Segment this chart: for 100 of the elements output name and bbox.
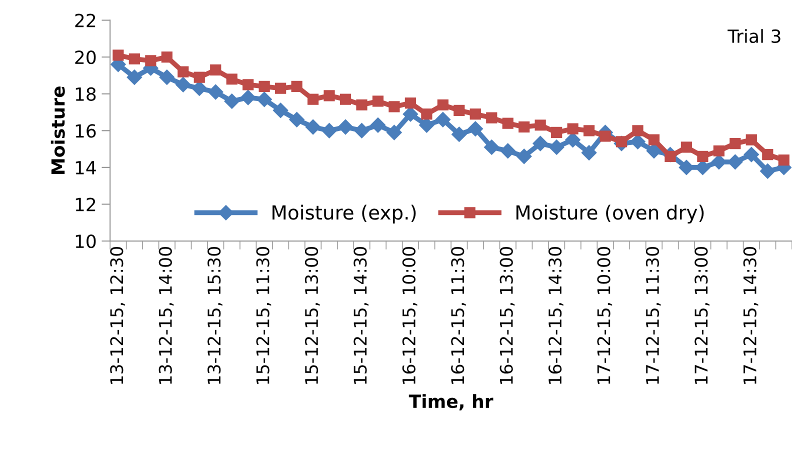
annotation: Trial 3 (728, 29, 780, 44)
point (192, 80, 207, 96)
legend-label: Moisture (exp.) (272, 204, 416, 224)
x-tick-label: 16-12-15, 10:00 (402, 247, 418, 384)
point (354, 123, 370, 138)
point (532, 136, 548, 152)
point (567, 123, 578, 134)
point (386, 124, 402, 140)
y-tick-label: 18 (76, 87, 96, 101)
point (534, 120, 546, 131)
point (402, 106, 418, 122)
point (145, 55, 156, 66)
point (500, 143, 516, 158)
point (454, 104, 465, 116)
point (275, 82, 286, 94)
point (159, 70, 174, 85)
x-tick-label: 17-12-15, 11:30 (646, 247, 661, 384)
point (760, 164, 776, 179)
point (435, 112, 450, 128)
point (194, 72, 205, 83)
point (388, 101, 400, 112)
point (551, 126, 562, 138)
point (646, 143, 662, 158)
point (762, 149, 774, 160)
x-axis-title: Time, hr (408, 394, 494, 410)
y-tick-label: 16 (76, 124, 96, 138)
x-tick-label: 17-12-15, 14:30 (743, 247, 758, 384)
point (565, 132, 580, 148)
x-tick-label: 16-12-15, 13:00 (500, 247, 515, 384)
point (728, 154, 743, 170)
point (224, 94, 240, 109)
point (291, 80, 302, 92)
x-tick-label: 16-12-15, 11:30 (451, 247, 466, 384)
point (452, 126, 467, 142)
y-tick-label: 20 (75, 50, 96, 64)
x-tick-label: 17-12-15, 13:00 (694, 247, 710, 384)
point (468, 121, 483, 136)
point (305, 119, 321, 135)
y-tick-label: 10 (76, 234, 96, 248)
point (518, 121, 530, 133)
y-tick-label: 22 (75, 14, 96, 28)
point (178, 66, 189, 78)
point (307, 94, 319, 105)
y-tick-label: 12 (76, 198, 96, 212)
x-tick-label: 15-12-15, 14:30 (354, 247, 369, 384)
x-tick-label: 16-12-15, 14:30 (548, 247, 564, 384)
point (240, 90, 256, 106)
point (421, 108, 432, 120)
point (340, 94, 352, 105)
point (486, 112, 498, 124)
point (713, 145, 724, 156)
point (583, 125, 595, 136)
point (744, 146, 759, 162)
x-tick-label: 13-12-15, 15:30 (208, 247, 222, 384)
point (176, 77, 191, 92)
x-tick-label: 13-12-15, 14:00 (158, 247, 174, 384)
point (404, 97, 416, 109)
x-tick-label: 15-12-15, 13:00 (304, 247, 320, 384)
point (746, 134, 757, 146)
point (370, 118, 386, 133)
point (437, 99, 448, 110)
point (678, 160, 694, 176)
point (484, 140, 500, 155)
x-tick-label: 13-12-15, 12:30 (110, 247, 126, 384)
point (208, 84, 224, 100)
point (470, 108, 481, 120)
point (372, 96, 384, 107)
point (226, 74, 238, 85)
point (289, 112, 304, 128)
point (356, 99, 368, 110)
point (161, 51, 172, 63)
x-tick-label: 17-12-15, 10:00 (597, 247, 612, 384)
point (600, 130, 611, 142)
point (632, 125, 644, 136)
point (126, 70, 142, 85)
point (630, 134, 646, 150)
point (648, 134, 660, 146)
point (272, 102, 288, 118)
point (242, 79, 254, 90)
point (502, 118, 514, 129)
point (419, 118, 434, 133)
point (338, 119, 354, 135)
point (778, 154, 790, 166)
point (730, 138, 741, 150)
point (112, 50, 124, 61)
point (581, 145, 597, 160)
point (256, 92, 272, 107)
point (516, 148, 532, 164)
point (210, 64, 222, 76)
y-axis-title: Moisture (50, 86, 65, 174)
point (680, 142, 692, 153)
point (322, 123, 337, 138)
x-tick-label: 15-12-15, 11:30 (256, 247, 272, 384)
point (258, 80, 270, 92)
point (324, 90, 335, 102)
point (128, 53, 140, 64)
point (697, 150, 708, 162)
y-tick-label: 14 (76, 161, 96, 174)
point (549, 140, 564, 155)
legend-label: Moisture (oven dry) (516, 204, 704, 224)
